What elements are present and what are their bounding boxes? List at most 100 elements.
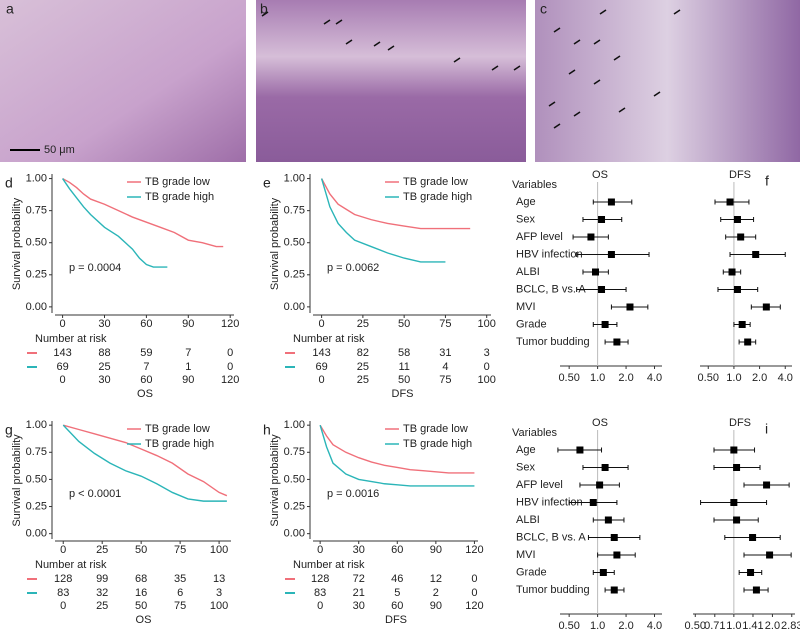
variable-label: Sex bbox=[516, 461, 535, 473]
y-tick-label: 0.00 bbox=[26, 301, 47, 313]
estimate bbox=[601, 464, 609, 471]
legend-label: TB grade low bbox=[145, 423, 210, 435]
y-tick-label: 0.00 bbox=[284, 528, 305, 540]
risk-time-label: 0 bbox=[60, 600, 66, 612]
survival-curve bbox=[62, 424, 227, 502]
x-tick-label: 0.50 bbox=[698, 372, 719, 384]
y-tick-label: 0.00 bbox=[284, 301, 305, 313]
risk-time-label: 120 bbox=[465, 600, 483, 612]
x-tick-label: 50 bbox=[135, 544, 147, 556]
y-tick-label: 0.25 bbox=[26, 500, 47, 512]
y-tick-label: 0.50 bbox=[284, 237, 305, 249]
x-axis-label: DFS bbox=[392, 388, 414, 400]
risk-count: 7 bbox=[185, 347, 191, 359]
histology-image bbox=[256, 0, 526, 162]
risk-time-label: 0 bbox=[319, 374, 325, 386]
estimate bbox=[730, 446, 738, 454]
risk-count: 6 bbox=[177, 587, 183, 599]
x-tick-label: 2.0 bbox=[618, 372, 633, 384]
risk-count: 0 bbox=[227, 347, 233, 359]
estimate bbox=[744, 338, 752, 346]
y-tick-label: 0.50 bbox=[26, 237, 47, 249]
x-tick-label: 2.0 bbox=[765, 620, 780, 630]
variable-label: AFP level bbox=[516, 479, 563, 491]
estimate bbox=[596, 481, 604, 489]
panel-letter: b bbox=[260, 1, 268, 17]
variable-label: Tumor budding bbox=[516, 584, 590, 596]
estimate bbox=[613, 338, 621, 346]
x-tick-label: 60 bbox=[140, 318, 152, 330]
x-tick-label: 1.41 bbox=[742, 620, 763, 630]
risk-time-label: 50 bbox=[135, 600, 147, 612]
variables-title: Variables bbox=[512, 427, 558, 439]
estimate bbox=[738, 321, 746, 328]
x-tick-label: 0 bbox=[60, 318, 66, 330]
estimate bbox=[763, 481, 771, 489]
legend-label: TB grade high bbox=[403, 191, 472, 203]
y-tick-label: 0.25 bbox=[284, 500, 305, 512]
risk-time-label: 75 bbox=[174, 600, 186, 612]
x-tick-label: 25 bbox=[357, 318, 369, 330]
y-tick-label: 0.50 bbox=[284, 473, 305, 485]
risk-count: 25 bbox=[357, 361, 369, 373]
risk-time-label: 100 bbox=[210, 600, 228, 612]
risk-table-title: Number at risk bbox=[293, 333, 365, 345]
estimate bbox=[726, 198, 734, 206]
risk-count: 83 bbox=[314, 587, 326, 599]
estimate bbox=[598, 216, 606, 223]
x-tick-label: 0.50 bbox=[558, 620, 579, 630]
estimate bbox=[610, 586, 618, 594]
forest-title: OS bbox=[592, 169, 608, 181]
risk-count: 83 bbox=[57, 587, 69, 599]
x-tick-label: 0.50 bbox=[685, 620, 706, 630]
arrows bbox=[261, 9, 681, 129]
estimate bbox=[587, 233, 595, 241]
estimate bbox=[752, 586, 760, 594]
x-tick-label: 0.50 bbox=[558, 372, 579, 384]
estimate bbox=[733, 464, 741, 471]
risk-count: 58 bbox=[398, 347, 410, 359]
risk-time-label: 120 bbox=[221, 374, 239, 386]
risk-time-label: 0 bbox=[317, 600, 323, 612]
y-axis-label: Survival probability bbox=[269, 197, 281, 290]
risk-time-label: 100 bbox=[478, 374, 496, 386]
y-tick-label: 1.00 bbox=[26, 419, 47, 431]
x-tick-label: 120 bbox=[221, 318, 239, 330]
variable-label: Age bbox=[516, 444, 536, 456]
panel-letter: i bbox=[765, 421, 768, 437]
estimate bbox=[749, 534, 757, 541]
risk-time-label: 0 bbox=[60, 374, 66, 386]
estimate bbox=[576, 446, 584, 454]
risk-count: 3 bbox=[216, 587, 222, 599]
estimate bbox=[737, 233, 745, 241]
estimate bbox=[604, 516, 612, 524]
risk-count: 99 bbox=[96, 573, 108, 585]
forest-title: DFS bbox=[729, 417, 751, 429]
x-tick-label: 75 bbox=[439, 318, 451, 330]
x-tick-label: 2.83 bbox=[781, 620, 800, 630]
risk-count: 1 bbox=[185, 361, 191, 373]
risk-count: 69 bbox=[56, 361, 68, 373]
variable-label: HBV infection bbox=[516, 496, 583, 508]
risk-time-label: 60 bbox=[391, 600, 403, 612]
panel-letter: f bbox=[765, 173, 769, 189]
risk-time-label: 90 bbox=[430, 600, 442, 612]
panel-letter: e bbox=[263, 175, 271, 191]
estimate bbox=[592, 268, 600, 276]
risk-count: 72 bbox=[353, 573, 365, 585]
y-tick-label: 1.00 bbox=[284, 172, 305, 184]
survival-curve bbox=[62, 177, 224, 248]
survival-curve bbox=[320, 178, 446, 263]
risk-count: 128 bbox=[311, 573, 329, 585]
risk-count: 82 bbox=[357, 347, 369, 359]
y-axis-label: Survival probability bbox=[11, 197, 23, 290]
risk-count: 59 bbox=[140, 347, 152, 359]
variable-label: Tumor budding bbox=[516, 336, 590, 348]
estimate bbox=[728, 268, 736, 276]
risk-time-label: 75 bbox=[439, 374, 451, 386]
estimate bbox=[766, 551, 774, 559]
risk-count: 31 bbox=[439, 347, 451, 359]
y-tick-label: 0.50 bbox=[26, 473, 47, 485]
x-tick-label: 50 bbox=[398, 318, 410, 330]
x-tick-label: 2.0 bbox=[752, 372, 767, 384]
